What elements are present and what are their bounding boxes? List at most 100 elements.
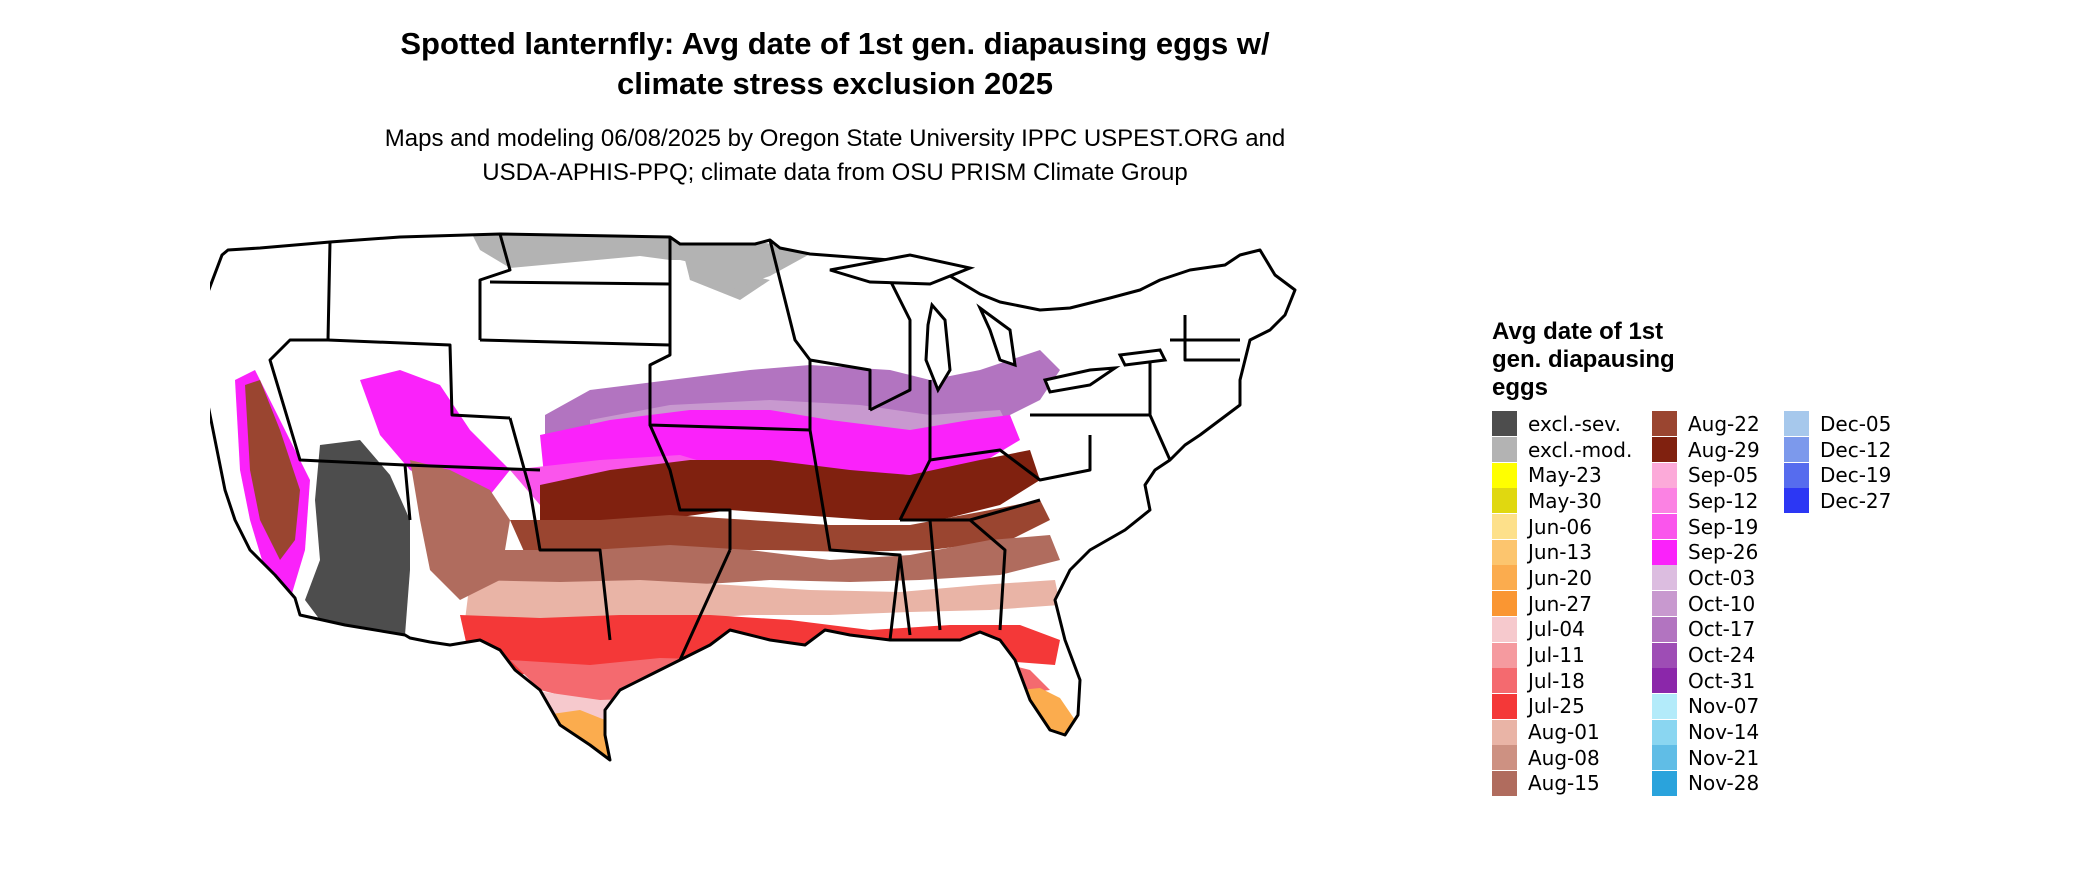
legend-swatch xyxy=(1652,745,1677,771)
state-boundaries xyxy=(210,232,1297,762)
legend-swatch xyxy=(1492,565,1517,591)
legend-swatch xyxy=(1492,462,1517,488)
legend-item: Oct-17 xyxy=(1652,616,1760,643)
legend-label: Nov-14 xyxy=(1688,720,1760,745)
legend-title-line-2: gen. diapausing xyxy=(1492,346,1675,373)
legend-swatch xyxy=(1652,642,1677,668)
legend-label: Oct-03 xyxy=(1688,565,1756,590)
map-title-line-1: Spotted lanternfly: Avg date of 1st gen.… xyxy=(400,26,1270,61)
map-color-fill xyxy=(210,234,1295,760)
legend-swatch xyxy=(1784,411,1809,437)
legend-item: excl.-sev. xyxy=(1492,411,1632,437)
us-diapause-map xyxy=(210,232,1297,762)
legend-item: Sep-12 xyxy=(1652,488,1760,514)
legend-item: Sep-05 xyxy=(1652,462,1760,488)
legend-swatch xyxy=(1492,539,1517,565)
legend-item: Dec-27 xyxy=(1784,488,1891,514)
legend-label: Jun-20 xyxy=(1528,565,1592,590)
legend-item: Nov-21 xyxy=(1652,745,1760,771)
legend-item: Nov-14 xyxy=(1652,719,1760,745)
legend-label: Dec-27 xyxy=(1820,488,1892,513)
legend-swatch xyxy=(1492,616,1517,642)
legend-swatch xyxy=(1492,488,1517,514)
legend-swatch xyxy=(1652,591,1677,617)
legend-label: Oct-24 xyxy=(1688,643,1756,668)
legend-item: Jul-25 xyxy=(1492,693,1632,720)
legend-swatch xyxy=(1652,616,1677,642)
legend-swatch xyxy=(1492,642,1517,668)
legend-swatch xyxy=(1652,462,1677,488)
legend-item: Aug-08 xyxy=(1492,745,1632,771)
legend-item: Sep-26 xyxy=(1652,539,1760,565)
legend-swatch xyxy=(1652,770,1677,796)
legend-swatch xyxy=(1492,437,1517,463)
legend-swatch xyxy=(1492,745,1517,771)
legend-label: Aug-29 xyxy=(1688,437,1760,462)
legend-label: Nov-07 xyxy=(1688,694,1760,719)
legend-label: excl.-mod. xyxy=(1528,437,1633,462)
legend-label: excl.-sev. xyxy=(1528,411,1621,436)
legend-label: Oct-17 xyxy=(1688,617,1756,642)
legend-swatch xyxy=(1492,719,1517,745)
legend-label: Jul-04 xyxy=(1528,617,1585,642)
legend-swatch xyxy=(1652,719,1677,745)
legend-label: Nov-28 xyxy=(1688,771,1760,796)
legend-label: Dec-05 xyxy=(1820,411,1892,436)
legend-label: Jul-11 xyxy=(1528,643,1585,668)
legend-item: Dec-19 xyxy=(1784,462,1891,488)
legend-item: Dec-12 xyxy=(1784,437,1891,463)
legend-item: Oct-10 xyxy=(1652,591,1760,617)
legend-swatch xyxy=(1652,693,1677,719)
legend-label: Aug-01 xyxy=(1528,720,1600,745)
legend-item: Jul-11 xyxy=(1492,642,1632,668)
legend-label: Aug-22 xyxy=(1688,411,1760,436)
legend-swatch xyxy=(1492,770,1517,796)
legend-swatch xyxy=(1492,411,1517,437)
legend-label: Jun-13 xyxy=(1528,540,1592,565)
legend-swatch xyxy=(1784,437,1809,463)
legend-swatch xyxy=(1652,411,1677,437)
legend-swatch xyxy=(1492,591,1517,617)
legend-label: Jul-18 xyxy=(1528,668,1585,693)
legend-item: Oct-31 xyxy=(1652,668,1760,694)
legend-label: Oct-31 xyxy=(1688,668,1756,693)
legend-item: Jun-06 xyxy=(1492,514,1632,540)
legend-item: Jun-13 xyxy=(1492,539,1632,565)
legend-label: Jun-06 xyxy=(1528,514,1592,539)
legend-label: Sep-26 xyxy=(1688,540,1759,565)
legend-title-line-3: eggs xyxy=(1492,374,1549,401)
legend-swatch xyxy=(1652,565,1677,591)
legend-item: Oct-03 xyxy=(1652,565,1760,591)
legend-swatch xyxy=(1492,514,1517,540)
legend-label: Aug-08 xyxy=(1528,745,1600,770)
map-subtitle-line-2: USDA-APHIS-PPQ; climate data from OSU PR… xyxy=(482,159,1188,186)
legend-label: Sep-05 xyxy=(1688,463,1759,488)
legend-column: Aug-22 Aug-29 Sep-05 Sep-12 Sep-19 Sep-26 Oct-… xyxy=(1652,411,1760,796)
legend-label: Jun-27 xyxy=(1528,591,1592,616)
legend-item: Nov-07 xyxy=(1652,693,1760,720)
legend-swatch xyxy=(1652,539,1677,565)
legend-item: Jun-20 xyxy=(1492,565,1632,591)
legend-item: Aug-15 xyxy=(1492,770,1632,797)
map-subtitle: Maps and modeling 06/08/2025 by Oregon S… xyxy=(300,122,1370,190)
legend-swatch xyxy=(1784,462,1809,488)
legend-column: Dec-05 Dec-12 Dec-19 Dec-27 xyxy=(1784,411,1891,514)
great-lakes xyxy=(829,253,1168,394)
legend-item: excl.-mod. xyxy=(1492,437,1632,463)
legend-label: May-30 xyxy=(1528,488,1602,513)
legend-item: Aug-29 xyxy=(1652,437,1760,463)
legend-swatch xyxy=(1784,488,1809,514)
legend-label: Sep-12 xyxy=(1688,488,1759,513)
legend-swatch xyxy=(1652,668,1677,694)
legend-item: Jul-04 xyxy=(1492,616,1632,643)
legend-title-line-1: Avg date of 1st xyxy=(1492,318,1664,345)
legend-item: Dec-05 xyxy=(1784,411,1891,437)
legend-item: Jun-27 xyxy=(1492,591,1632,617)
legend-item: Jul-18 xyxy=(1492,668,1632,694)
legend-item: Aug-22 xyxy=(1652,411,1760,437)
legend-title: Avg date of 1st gen. diapausing eggs xyxy=(1492,318,1732,402)
legend-swatch xyxy=(1652,514,1677,540)
legend-label: Dec-19 xyxy=(1820,463,1892,488)
legend-label: Oct-10 xyxy=(1688,591,1756,616)
legend-label: Aug-15 xyxy=(1528,771,1600,796)
